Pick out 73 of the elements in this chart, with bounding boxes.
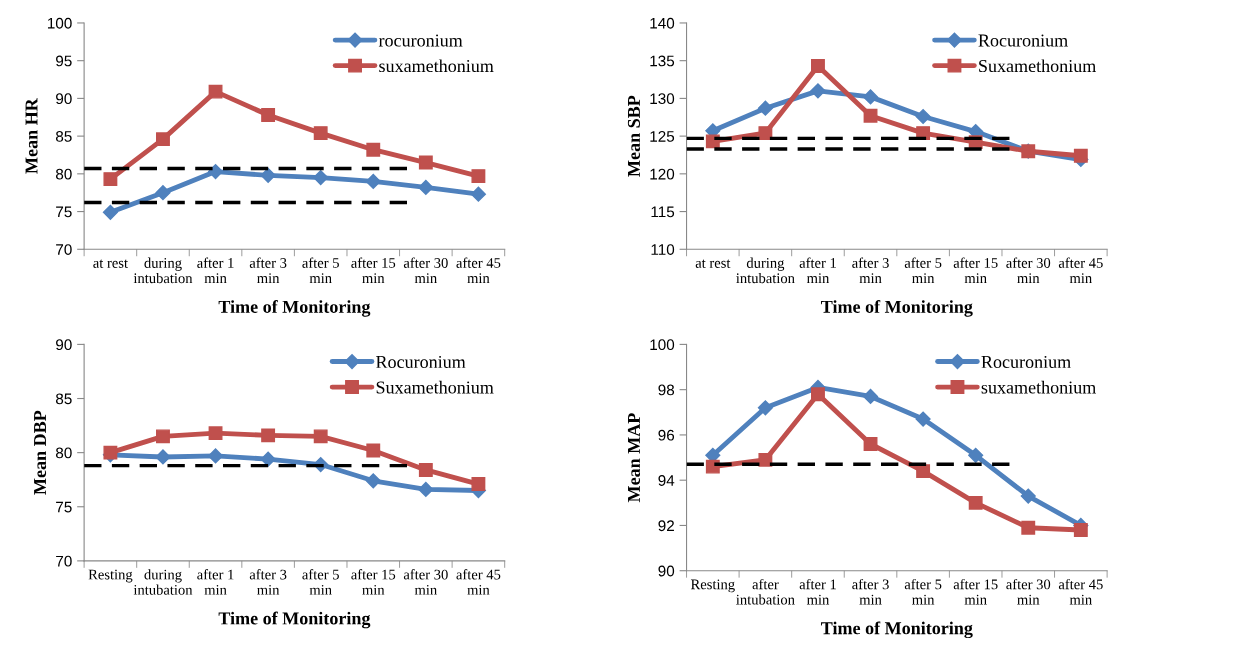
x-tick-label: after 45 min xyxy=(456,257,501,283)
x-axis-title: Time of Monitoring xyxy=(821,621,973,639)
y-tick-label: 90 xyxy=(56,93,72,105)
x-tick-label: after 1 min xyxy=(197,257,234,283)
x-tick-label: after 5 min xyxy=(904,578,942,605)
y-tick-label: 80 xyxy=(55,447,72,459)
x-tick-label: after 1 min xyxy=(799,257,836,283)
legend-label: Suxamethonium xyxy=(376,380,494,394)
legend-label: suxamethonium xyxy=(379,59,494,73)
legend-label: Rocuronium xyxy=(981,355,1071,369)
x-tick-label: at rest xyxy=(695,259,731,268)
y-axis-title: Mean DBP xyxy=(34,410,47,495)
legend-label: suxamethonium xyxy=(981,380,1096,394)
y-axis-title: Mean MAP xyxy=(627,413,641,503)
x-tick-label: after 30 min xyxy=(1006,578,1051,605)
y-tick-label: 92 xyxy=(658,520,674,532)
x-tick-label: Resting xyxy=(690,579,735,593)
y-tick-label: 80 xyxy=(55,168,72,180)
y-axis-title: Mean SBP xyxy=(627,95,641,177)
legend-label: Rocuronium xyxy=(376,355,466,369)
x-tick-label: after 15 min xyxy=(351,569,396,595)
legend-label: rocuronium xyxy=(378,34,463,47)
x-tick-label: Resting xyxy=(88,569,133,583)
y-tick-label: 90 xyxy=(658,565,675,577)
x-tick-label: after 15 min xyxy=(953,578,998,605)
y-tick-label: 70 xyxy=(56,555,72,567)
x-tick-label: after 30 min xyxy=(403,257,448,283)
x-tick-label: after 45 min xyxy=(456,569,501,595)
x-tick-label: after 45 min xyxy=(1058,257,1103,283)
x-tick-label: after 3 min xyxy=(249,569,287,595)
x-tick-label: after 3 min xyxy=(852,578,889,605)
x-axis-title: Time of Monitoring xyxy=(821,300,973,317)
y-tick-label: 100 xyxy=(650,339,675,351)
y-tick-label: 130 xyxy=(650,93,675,105)
x-tick-label: after 5 min xyxy=(302,569,339,595)
y-tick-label: 140 xyxy=(650,17,675,29)
y-tick-label: 135 xyxy=(650,55,675,67)
x-axis-title: Time of Monitoring xyxy=(218,300,371,317)
y-tick-label: 120 xyxy=(650,168,675,180)
x-axis-title: Time of Monitoring xyxy=(218,611,371,629)
y-tick-label: 90 xyxy=(56,339,72,351)
x-tick-label: after 1 min xyxy=(197,569,234,595)
x-tick-label: after intubation xyxy=(736,578,795,605)
y-tick-label: 95 xyxy=(56,55,72,67)
y-tick-label: 125 xyxy=(650,130,675,142)
y-tick-label: 75 xyxy=(56,206,72,218)
x-tick-label: during intubation xyxy=(736,257,795,284)
x-tick-label: after 3 min xyxy=(249,257,287,283)
y-tick-label: 100 xyxy=(47,17,72,29)
x-tick-label: at rest xyxy=(93,259,128,268)
y-axis-title: Mean HR xyxy=(25,98,38,174)
x-tick-label: after 1 min xyxy=(799,578,836,605)
x-tick-label: after 30 min xyxy=(403,569,448,595)
x-tick-label: after 3 min xyxy=(852,257,889,283)
x-tick-label: during intubation xyxy=(133,257,193,284)
x-tick-label: after 5 min xyxy=(904,257,942,283)
x-tick-label: after 15 min xyxy=(953,257,998,283)
x-tick-label: after 15 min xyxy=(351,257,396,283)
legend-label: Rocuronium xyxy=(978,34,1068,47)
y-tick-label: 96 xyxy=(658,429,675,441)
x-tick-label: during intubation xyxy=(133,569,193,595)
y-tick-label: 98 xyxy=(658,384,675,396)
legend-label: Suxamethonium xyxy=(979,59,1096,73)
y-tick-label: 115 xyxy=(651,206,675,218)
y-tick-label: 85 xyxy=(55,130,72,142)
y-tick-label: 75 xyxy=(56,501,72,513)
y-tick-label: 70 xyxy=(56,244,72,255)
x-tick-label: after 30 min xyxy=(1006,257,1051,283)
y-tick-label: 85 xyxy=(55,393,72,405)
x-tick-label: after 45 min xyxy=(1058,578,1103,605)
y-tick-label: 94 xyxy=(658,475,675,486)
y-tick-label: 110 xyxy=(651,244,675,255)
x-tick-label: after 5 min xyxy=(302,257,339,283)
